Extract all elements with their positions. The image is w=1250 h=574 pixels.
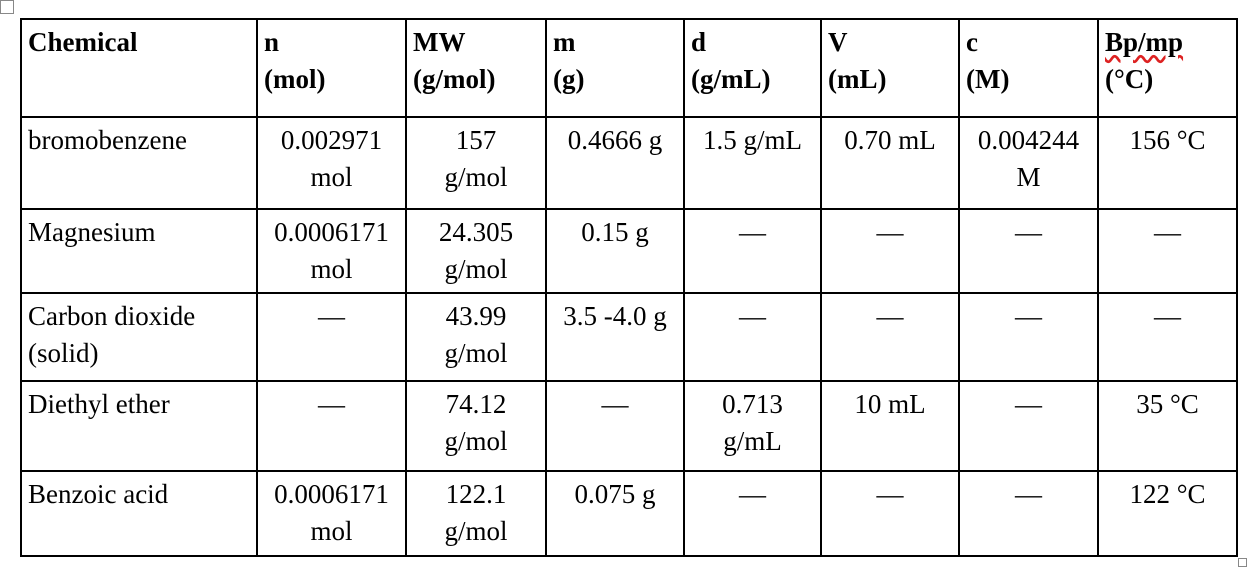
value-cell: — xyxy=(820,470,960,557)
body-row: Diethyl ether —74.12 g/mol —0.713 g/mL 10 m… xyxy=(20,380,1238,472)
value-cell: 10 mL xyxy=(820,380,960,472)
chemical-cell: Magnesium xyxy=(20,208,258,294)
value-cell: 0.0006171 mol xyxy=(256,208,407,294)
header-cell: d (g/mL) xyxy=(683,18,822,118)
value-cell: 0.15 g xyxy=(545,208,685,294)
value-cell: 24.305 g/mol xyxy=(405,208,547,294)
value-cell: — xyxy=(256,380,407,472)
value-cell: 1.5 g/mL xyxy=(683,116,822,210)
body-row: bromobenzene 0.002971 mol 157 g/mol 0.4666 … xyxy=(20,116,1238,210)
value-cell: 122 °C xyxy=(1097,470,1238,557)
value-cell: 157 g/mol xyxy=(405,116,547,210)
value-cell: — xyxy=(683,208,822,294)
chemical-cell: Carbon dioxide (solid) xyxy=(20,292,258,382)
value-cell: — xyxy=(958,208,1099,294)
value-cell: 0.002971 mol xyxy=(256,116,407,210)
value-cell: — xyxy=(1097,292,1238,382)
value-cell: 0.075 g xyxy=(545,470,685,557)
header-cell: m (g) xyxy=(545,18,685,118)
value-cell: — xyxy=(545,380,685,472)
body-row: Benzoic acid 0.0006171 mol 122.1 g/mol 0.07… xyxy=(20,470,1238,557)
value-cell: 122.1 g/mol xyxy=(405,470,547,557)
value-cell: — xyxy=(958,292,1099,382)
value-cell: — xyxy=(958,470,1099,557)
value-cell: — xyxy=(820,292,960,382)
value-cell: — xyxy=(958,380,1099,472)
header-row: Chemical n (mol) MW (g/mol) m (g) d (g/mL) V … xyxy=(20,18,1238,118)
table-move-handle[interactable] xyxy=(0,0,14,14)
value-cell: — xyxy=(820,208,960,294)
data-table: Chemical n (mol) MW (g/mol) m (g) d (g/mL) V … xyxy=(20,18,1238,557)
header-cell: V (mL) xyxy=(820,18,960,118)
value-cell: — xyxy=(1097,208,1238,294)
value-cell: 0.713 g/mL xyxy=(683,380,822,472)
header-cell: MW (g/mol) xyxy=(405,18,547,118)
value-cell: — xyxy=(683,470,822,557)
value-cell: 0.70 mL xyxy=(820,116,960,210)
table-resize-handle[interactable] xyxy=(1238,558,1247,567)
value-cell: 35 °C xyxy=(1097,380,1238,472)
value-cell: 43.99 g/mol xyxy=(405,292,547,382)
chemical-cell: bromobenzene xyxy=(20,116,258,210)
header-cell: Chemical xyxy=(20,18,258,118)
body-row: Magnesium 0.0006171 mol 24.305 g/mol 0.15 g… xyxy=(20,208,1238,294)
value-cell: 74.12 g/mol xyxy=(405,380,547,472)
value-cell: 3.5 -4.0 g xyxy=(545,292,685,382)
chemical-cell: Diethyl ether xyxy=(20,380,258,472)
value-cell: — xyxy=(683,292,822,382)
header-cell: n (mol) xyxy=(256,18,407,118)
value-cell: 156 °C xyxy=(1097,116,1238,210)
value-cell: 0.004244 M xyxy=(958,116,1099,210)
header-cell: Bp/mp (°C) xyxy=(1097,18,1238,118)
value-cell: 0.4666 g xyxy=(545,116,685,210)
header-cell: c (M) xyxy=(958,18,1099,118)
value-cell: — xyxy=(256,292,407,382)
chemical-cell: Benzoic acid xyxy=(20,470,258,557)
body-row: Carbon dioxide (solid) —43.99 g/mol 3.5 -4… xyxy=(20,292,1238,382)
value-cell: 0.0006171 mol xyxy=(256,470,407,557)
